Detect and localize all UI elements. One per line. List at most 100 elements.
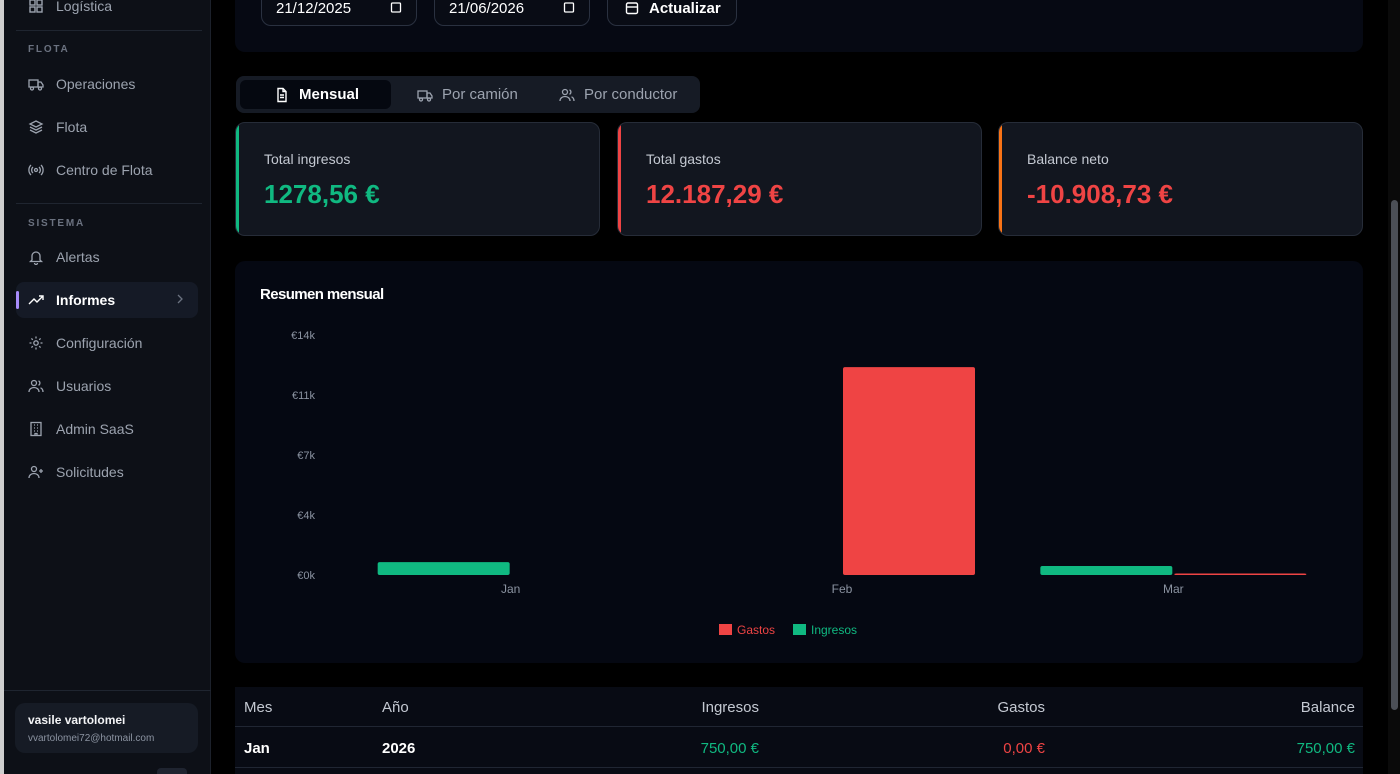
chart-title: Resumen mensual	[260, 286, 384, 303]
chevron-right-icon	[177, 294, 183, 304]
table-cell-ingresos: 750,00 €	[700, 740, 759, 757]
sidebar-item-flota[interactable]: Flota	[16, 109, 198, 145]
truck-icon	[417, 89, 433, 102]
sidebar-section-title: FLOTA	[28, 44, 70, 55]
calendar-icon[interactable]	[390, 1, 402, 13]
date-to-value: 21/06/2026	[449, 0, 525, 17]
bar-ingresos	[377, 562, 510, 575]
legend-label: Gastos	[737, 623, 775, 637]
date-from-field[interactable]: 21/12/2025	[261, 0, 417, 26]
tab-por-conductor[interactable]: Por conductor	[549, 80, 694, 109]
document-icon	[277, 87, 287, 102]
y-tick-label: €4k	[297, 510, 315, 522]
filter-card	[235, 0, 1363, 52]
y-tick-label: €14k	[291, 330, 315, 342]
bar-ingresos	[1040, 565, 1173, 575]
sidebar-item-admin-saas[interactable]: Admin SaaS	[16, 411, 198, 447]
user-email: vvartolomei72@hotmail.com	[28, 733, 155, 744]
stat-card-total-ingresos: Total ingresos 1278,56 €	[235, 122, 600, 236]
table-header-cell: Gastos	[997, 699, 1045, 716]
sidebar-collapse-toggle[interactable]	[157, 768, 187, 774]
table-cell-gastos: 0,00 €	[1003, 740, 1045, 757]
user-card[interactable]: vasile vartolomei vvartolomei72@hotmail.…	[15, 703, 198, 753]
bell-icon	[28, 251, 44, 265]
layers-icon	[28, 120, 44, 134]
monthly-table: Mes Año Ingresos Gastos Balance Jan 2026…	[235, 687, 1363, 774]
tab-mensual[interactable]: Mensual	[240, 80, 391, 109]
sidebar-item-label: Usuarios	[56, 378, 112, 394]
date-to-field[interactable]: 21/06/2026	[434, 0, 590, 26]
y-tick-label: €0k	[297, 570, 315, 582]
grid-icon	[29, 0, 43, 13]
sidebar-item-label: Informes	[56, 292, 116, 308]
table-header-cell: Ingresos	[701, 699, 759, 716]
sidebar-item-configuracion[interactable]: Configuración	[16, 325, 198, 361]
sidebar-item-usuarios[interactable]: Usuarios	[16, 368, 198, 404]
table-header-cell: Año	[382, 699, 409, 716]
chart-card: Resumen mensual €0k €4k €7k €11k €14k Jan Feb M…	[235, 261, 1363, 663]
stat-label: Total gastos	[646, 151, 721, 167]
radio-icon	[28, 164, 44, 176]
window-edge	[0, 0, 4, 774]
sidebar-item-label: Centro de Flota	[56, 162, 153, 178]
sidebar-item-label: Admin SaaS	[56, 421, 134, 437]
tab-label: Por camión	[442, 86, 518, 103]
x-tick-label: Jan	[501, 582, 520, 596]
sidebar-item-label: Flota	[56, 119, 88, 135]
stat-value: 1278,56 €	[264, 179, 380, 209]
bar-gastos	[843, 367, 975, 575]
legend-swatch	[793, 624, 806, 635]
users-icon	[28, 379, 44, 393]
building-icon	[30, 421, 42, 437]
table-cell-ano: 2026	[382, 740, 416, 757]
stat-label: Total ingresos	[264, 151, 351, 167]
truck-icon	[28, 79, 44, 91]
tab-label: Mensual	[299, 86, 360, 103]
stat-label: Balance neto	[1027, 151, 1109, 167]
tab-label: Por conductor	[584, 86, 678, 103]
page-scrollbar-thumb[interactable]	[1391, 200, 1398, 710]
legend-swatch	[719, 624, 732, 635]
refresh-button[interactable]: Actualizar	[607, 0, 737, 26]
main-content: 21/12/2025 21/06/2026 Actualizar Mensual…	[211, 0, 1388, 774]
sidebar-item-alertas[interactable]: Alertas	[16, 239, 198, 275]
tab-por-camion[interactable]: Por camión	[407, 80, 537, 109]
sidebar-item-centro-de-flota[interactable]: Centro de Flota	[16, 152, 198, 188]
trending-up-icon	[28, 295, 44, 305]
sidebar-item-label: Solicitudes	[56, 464, 124, 480]
sidebar-item-informes[interactable]: Informes	[16, 282, 198, 318]
table-cell-balance: 750,00 €	[1296, 740, 1355, 757]
sidebar-item-solicitudes[interactable]: Solicitudes	[16, 454, 198, 490]
users-icon	[559, 88, 575, 101]
stat-card-total-gastos: Total gastos 12.187,29 €	[617, 122, 982, 236]
stat-value: -10.908,73 €	[1027, 179, 1174, 209]
y-tick-label: €11k	[292, 390, 316, 402]
sidebar-item-logistica[interactable]: Logística	[16, 0, 198, 24]
table-header-cell: Balance	[1300, 699, 1355, 716]
table-header-row: Mes Año Ingresos Gastos Balance	[235, 687, 1363, 727]
table-header-cell: Mes	[244, 699, 273, 716]
sidebar-item-label: Logística	[56, 0, 113, 14]
sidebar-section-title: SISTEMA	[28, 218, 86, 229]
sidebar-divider	[16, 30, 202, 31]
sidebar-divider	[4, 690, 211, 691]
x-tick-label: Mar	[1163, 582, 1184, 596]
bar-gastos	[1174, 573, 1307, 575]
calendar-icon[interactable]	[563, 1, 575, 13]
sidebar: Logística FLOTA Operaciones Flota Centro…	[4, 0, 211, 774]
table-cell-mes: Jan	[244, 740, 270, 757]
calendar-icon	[625, 2, 639, 15]
y-tick-label: €7k	[297, 450, 315, 462]
gear-icon	[29, 336, 43, 350]
stat-value: 12.187,29 €	[646, 179, 784, 209]
sidebar-item-label: Operaciones	[56, 76, 136, 92]
sidebar-item-label: Configuración	[56, 335, 143, 351]
user-plus-icon	[28, 465, 43, 479]
bar-chart: €0k €4k €7k €11k €14k Jan Feb Mar Gastos Ingresos	[291, 330, 1307, 637]
table-row: Jan 2026 750,00 € 0,00 € 750,00 €	[235, 728, 1363, 768]
user-name: vasile vartolomei	[28, 713, 126, 727]
refresh-button-label: Actualizar	[649, 0, 721, 17]
stat-card-balance-neto: Balance neto -10.908,73 €	[998, 122, 1363, 236]
sidebar-item-operaciones[interactable]: Operaciones	[16, 66, 198, 102]
legend-label: Ingresos	[811, 623, 857, 637]
